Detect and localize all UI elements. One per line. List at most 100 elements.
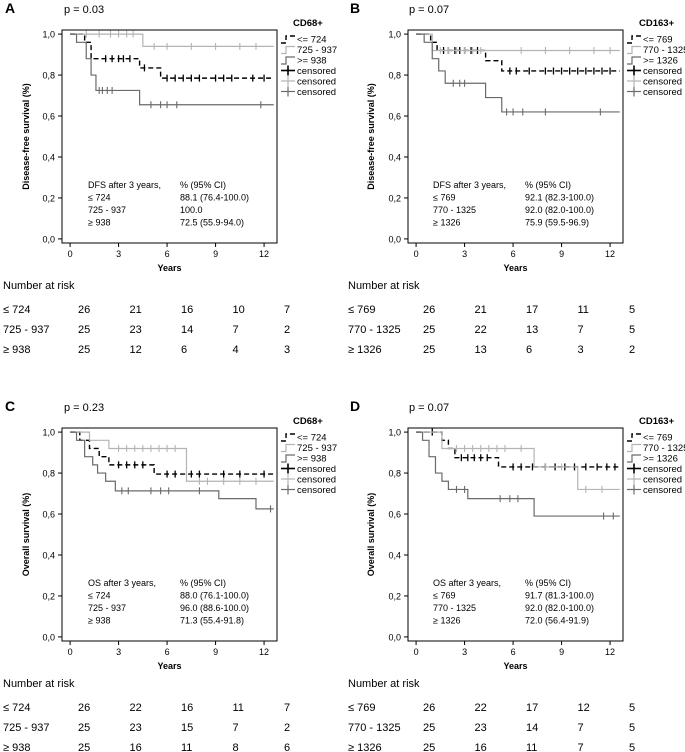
risk-count: 16 [475, 742, 487, 752]
legend-title: CD68+ [293, 18, 323, 29]
y-axis-title: Overall survival (%) [366, 493, 376, 577]
legend-label: censored [643, 475, 682, 486]
legend-item: <= 724 [281, 35, 327, 46]
plot-frame [61, 29, 278, 244]
risk-count: 25 [78, 324, 90, 336]
y-tick-label: 0,4 [388, 550, 401, 560]
x-tick-label: 9 [213, 647, 218, 657]
risk-count: 17 [526, 304, 538, 316]
stats-group: ≥ 1326 [433, 218, 460, 228]
x-axis-title: Years [157, 661, 181, 671]
risk-count: 7 [233, 722, 239, 734]
risk-count: 23 [130, 324, 142, 336]
legend-label: censored [297, 485, 336, 496]
stats-group: ≤ 769 [433, 193, 455, 203]
risk-count: 22 [475, 324, 487, 336]
legend-label: 770 - 1325 [643, 443, 685, 454]
risk-count: 5 [629, 324, 635, 336]
legend-label: <= 724 [297, 433, 327, 444]
legend-label: censored [297, 87, 336, 98]
risk-count: 22 [130, 702, 142, 714]
stats-value: 92.0 (82.0-100.0) [525, 603, 594, 613]
x-tick-label: 12 [605, 647, 615, 657]
legend-item: >= 938 [281, 56, 327, 67]
legend-item: <= 724 [281, 433, 327, 444]
legend-label: >= 938 [297, 56, 327, 67]
legend-item: censored [627, 484, 682, 496]
risk-count: 21 [130, 304, 142, 316]
x-tick-label: 3 [116, 647, 121, 657]
x-tick-label: 12 [605, 249, 615, 259]
stats-value: 91.7 (81.3-100.0) [525, 591, 594, 601]
legend-item: censored [281, 76, 336, 88]
legend-label: censored [643, 485, 682, 496]
km-curve-3 [416, 431, 620, 517]
risk-row-label: ≤ 724 [3, 304, 30, 316]
y-tick-label: 0,8 [388, 71, 401, 81]
legend-swatch-line [281, 454, 295, 463]
risk-row-label: ≤ 724 [3, 702, 30, 714]
stats-value: 88.0 (76.1-100.0) [180, 591, 249, 601]
legend-swatch-line [281, 433, 295, 442]
legend-item: censored [281, 65, 336, 77]
risk-count: 25 [78, 742, 90, 752]
risk-count: 6 [181, 344, 187, 356]
legend-item: censored [627, 463, 682, 475]
y-tick-label: 0,8 [42, 469, 55, 479]
risk-count: 25 [423, 722, 435, 734]
legend-label: censored [643, 464, 682, 475]
stats-group: ≤ 724 [88, 193, 110, 203]
y-tick-label: 0,8 [388, 469, 401, 479]
legend-item: censored [281, 484, 336, 496]
y-tick-label: 1,0 [42, 428, 55, 438]
x-tick-label: 6 [511, 249, 516, 259]
km-curve-2 [416, 431, 620, 491]
risk-count: 10 [233, 304, 245, 316]
stats-value: 72.0 (56.4-91.9) [525, 616, 589, 626]
risk-count: 4 [233, 344, 239, 356]
legend-label: censored [297, 464, 336, 475]
risk-row-label: 725 - 937 [3, 722, 49, 734]
stats-group: 770 - 1325 [433, 603, 476, 613]
stats-value: 100.0 [180, 205, 203, 215]
risk-count: 12 [578, 702, 590, 714]
risk-count: 16 [130, 742, 142, 752]
x-tick-label: 3 [462, 249, 467, 259]
risk-count: 7 [284, 702, 290, 714]
stats-header-label: DFS after 3 years, [88, 180, 161, 190]
panel-label: C [5, 398, 15, 414]
y-tick-label: 0,0 [388, 632, 401, 642]
legend-title: CD163+ [639, 18, 675, 29]
stats-value: 72.5 (55.9-94.0) [180, 218, 244, 228]
risk-count: 2 [284, 324, 290, 336]
stats-header-ci: % (95% CI) [525, 180, 571, 190]
legend-label: censored [297, 475, 336, 486]
risk-count: 14 [526, 722, 538, 734]
legend-label: <= 724 [297, 35, 327, 46]
risk-count: 7 [578, 324, 584, 336]
legend-item: censored [281, 86, 336, 98]
y-tick-label: 0,8 [42, 71, 55, 81]
km-curve-3 [416, 33, 620, 113]
risk-count: 8 [233, 742, 239, 752]
risk-count: 25 [423, 742, 435, 752]
km-curve-1 [70, 431, 274, 475]
legend-item: >= 1326 [627, 454, 678, 465]
stats-group: ≤ 769 [433, 591, 455, 601]
x-tick-label: 6 [165, 249, 170, 259]
km-curve-1 [416, 431, 620, 468]
km-curve-3 [70, 33, 274, 106]
legend-item: censored [281, 463, 336, 475]
x-tick-label: 0 [414, 249, 419, 259]
legend-label: >= 1326 [643, 56, 678, 67]
risk-count: 23 [475, 722, 487, 734]
x-tick-label: 3 [116, 249, 121, 259]
y-tick-label: 0,2 [388, 591, 401, 601]
legend-swatch-line [627, 454, 641, 463]
y-tick-label: 0,6 [42, 510, 55, 520]
stats-value: 71.3 (55.4-91.8) [180, 616, 244, 626]
risk-row-label: 770 - 1325 [348, 722, 401, 734]
legend-swatch-line [627, 35, 641, 44]
stats-group: ≥ 938 [88, 616, 110, 626]
